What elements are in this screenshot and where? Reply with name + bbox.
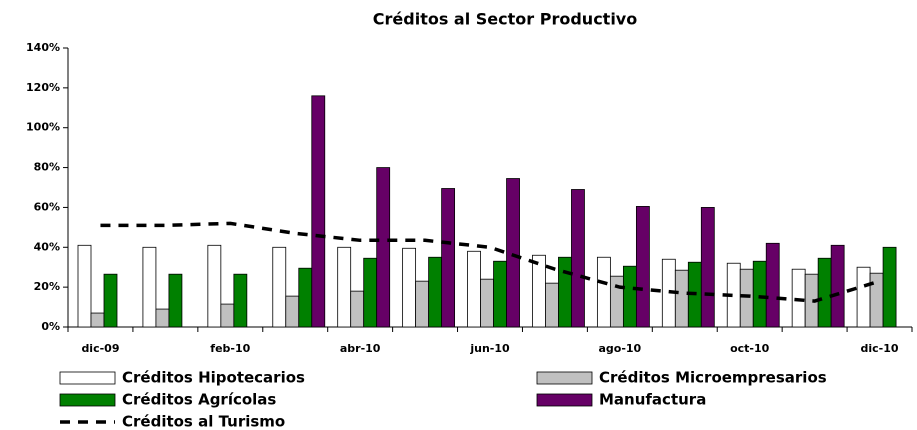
bar: [168, 273, 183, 328]
bar: [220, 303, 235, 328]
legend-label: Créditos Microempresarios: [599, 369, 827, 387]
bar: [830, 244, 845, 328]
x-tick-label: oct-10: [730, 342, 770, 355]
bar: [558, 256, 572, 328]
bar: [532, 254, 546, 328]
legend-swatch: [59, 371, 116, 385]
bar: [765, 242, 780, 328]
bar: [674, 269, 689, 328]
bar: [155, 308, 170, 328]
y-tick-label: 0%: [41, 320, 60, 333]
bar: [545, 282, 559, 328]
y-tick-label: 80%: [34, 161, 60, 174]
bar: [817, 257, 832, 328]
x-tick-label: jun-10: [469, 342, 510, 355]
bar: [752, 260, 767, 328]
bar: [739, 268, 754, 328]
bar: [700, 207, 715, 328]
bar: [882, 246, 897, 328]
x-tick-label: ago-10: [598, 342, 641, 355]
legend-label: Créditos al Turismo: [122, 413, 285, 430]
y-tick-label: 140%: [26, 41, 60, 54]
y-tick-label: 120%: [26, 81, 60, 94]
legend-swatch: [536, 393, 593, 407]
bar: [635, 206, 650, 328]
x-tick-label: dic-10: [861, 342, 899, 355]
y-tick-label: 60%: [34, 200, 60, 213]
bar: [103, 273, 118, 328]
bar: [233, 273, 248, 328]
bar: [622, 265, 637, 328]
bar: [415, 280, 430, 328]
bar: [311, 95, 326, 328]
bar: [856, 266, 871, 328]
bar: [609, 275, 624, 328]
bar: [376, 167, 391, 328]
line: [100, 221, 881, 303]
y-tick-label: 40%: [34, 240, 60, 253]
bar: [298, 267, 313, 328]
bar: [791, 268, 806, 328]
bar: [142, 246, 157, 328]
legend-label: Créditos Agrícolas: [122, 391, 276, 409]
bar: [428, 256, 443, 328]
bar: [441, 188, 456, 328]
y-tick-label: 100%: [26, 121, 60, 134]
x-tick-label: feb-10: [210, 342, 250, 355]
legend-label: Créditos Hipotecarios: [122, 369, 305, 387]
bar: [467, 250, 481, 328]
bar: [337, 246, 352, 328]
bar: [493, 260, 507, 328]
x-tick-label: dic-09: [81, 342, 119, 355]
bar: [285, 295, 300, 328]
bar: [350, 290, 365, 328]
bar: [869, 272, 884, 328]
bar: [506, 178, 520, 328]
bar: [207, 244, 222, 328]
y-tick-label: 20%: [34, 280, 60, 293]
chart-title: Créditos al Sector Productivo: [373, 10, 637, 29]
bar: [363, 257, 378, 328]
legend-label: Manufactura: [599, 391, 706, 409]
bar: [596, 256, 611, 328]
bar: [402, 247, 417, 328]
bar: [272, 246, 287, 328]
bar: [571, 189, 585, 328]
legend-swatch: [59, 393, 116, 407]
legend-swatch: [536, 371, 593, 385]
bar: [480, 278, 494, 328]
bar: [77, 244, 92, 328]
bar: [90, 312, 105, 328]
x-tick-label: abr-10: [340, 342, 381, 355]
